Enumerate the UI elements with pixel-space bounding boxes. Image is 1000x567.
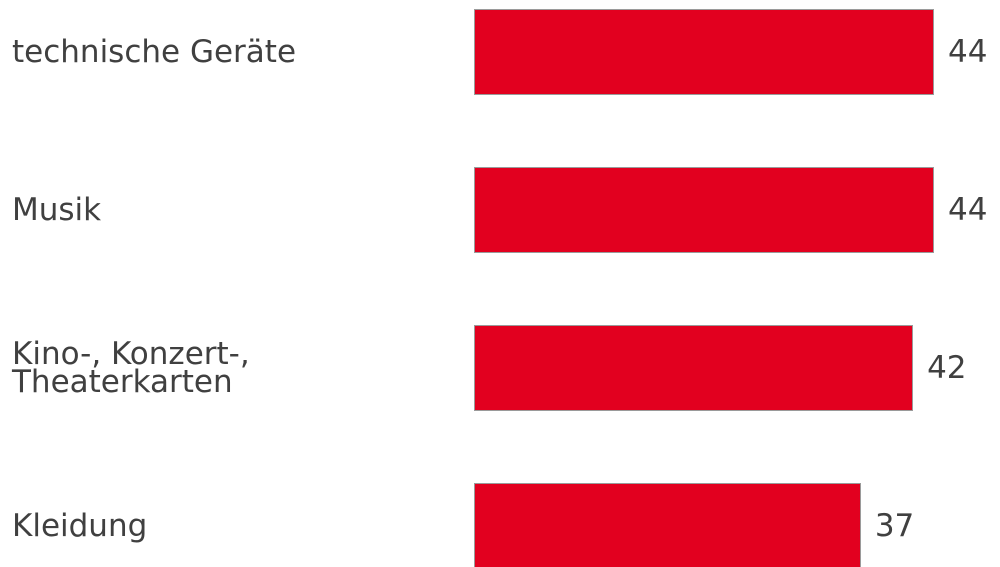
value-label: 42 [927, 350, 967, 386]
category-label: Kino-, Konzert-, Theaterkarten [12, 336, 250, 400]
bar [474, 483, 861, 567]
category-label: Kleidung [12, 508, 148, 544]
category-label: technische Geräte [12, 34, 297, 70]
value-label: 37 [874, 508, 915, 544]
value-label: 44 [948, 192, 988, 228]
bar [474, 9, 934, 95]
value-label: 44 [948, 34, 988, 70]
bar [474, 167, 934, 253]
category-label: Musik [12, 192, 102, 228]
bar [474, 325, 914, 411]
